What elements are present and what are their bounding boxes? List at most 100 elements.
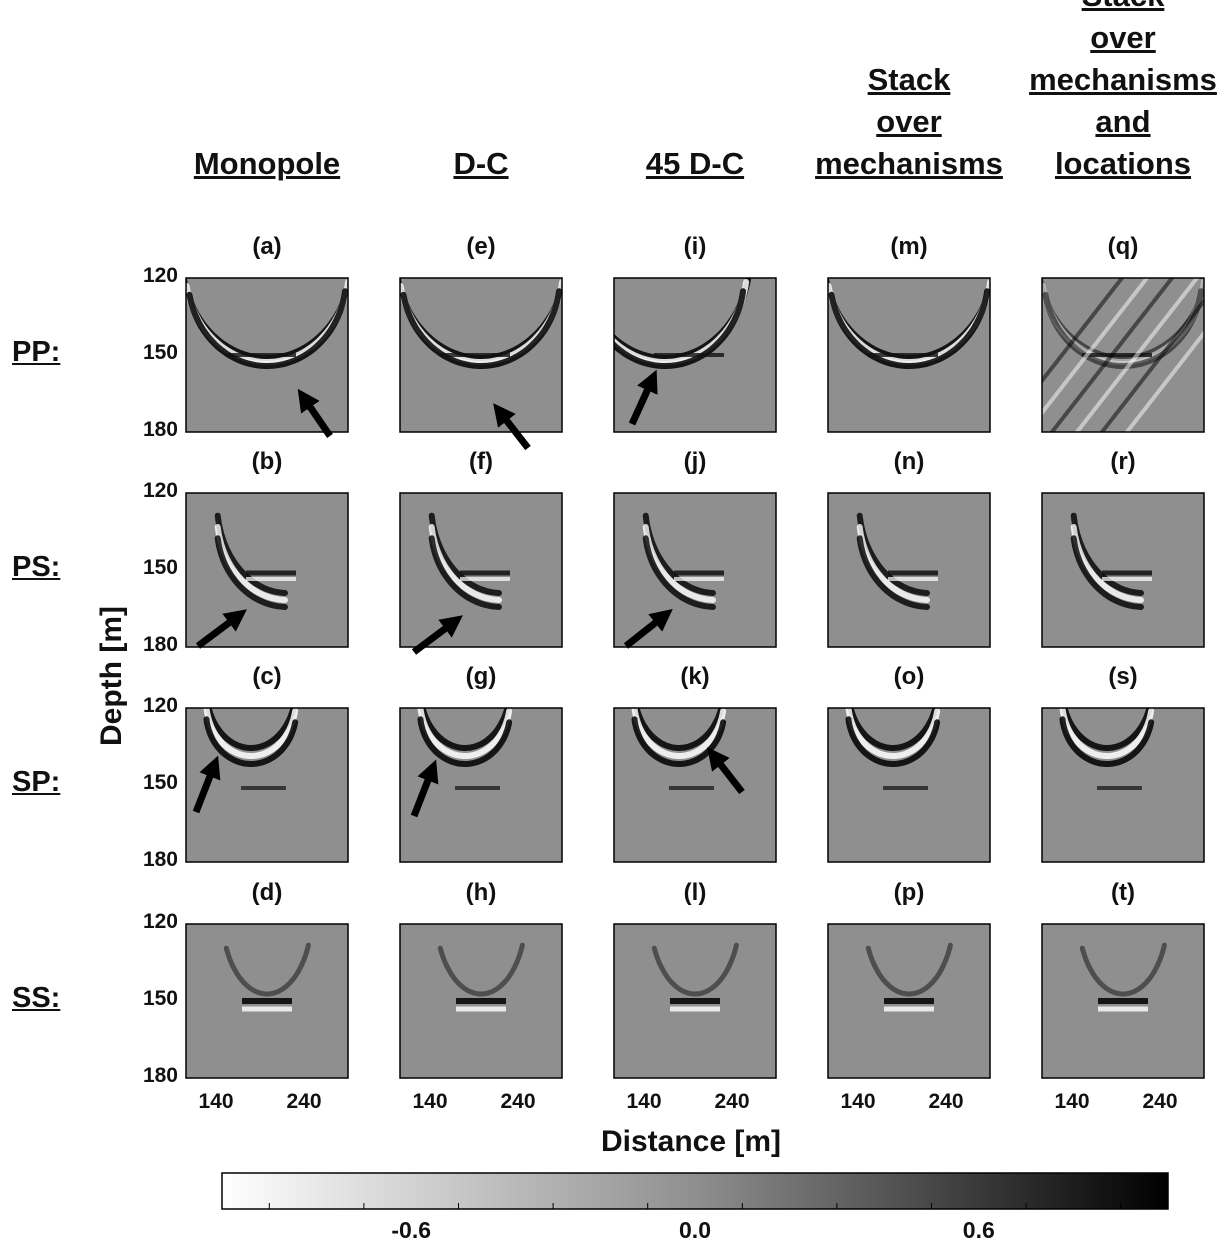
panel-frame bbox=[613, 707, 777, 863]
column-header-45dc: 45 D-C bbox=[646, 143, 744, 185]
x-tick-label: 140 bbox=[840, 1090, 876, 1113]
panel-label: (r) bbox=[1110, 448, 1136, 475]
x-tick-label: 240 bbox=[500, 1090, 536, 1113]
panel-n bbox=[827, 492, 991, 648]
panel-j bbox=[613, 492, 777, 648]
panel-frame bbox=[827, 277, 991, 433]
wavefield bbox=[614, 278, 752, 369]
y-tick-label: 150 bbox=[142, 556, 178, 579]
panel-frame bbox=[613, 492, 777, 648]
y-tick-label: 120 bbox=[142, 479, 178, 502]
arrow-annotation bbox=[410, 759, 439, 818]
panel-q bbox=[1041, 277, 1205, 433]
colorbar-tick-label: 0.6 bbox=[962, 1217, 995, 1243]
panel-label: (l) bbox=[683, 879, 707, 906]
arrow-annotation bbox=[623, 609, 673, 649]
panel-m bbox=[827, 277, 991, 433]
panel-frame bbox=[1041, 492, 1205, 648]
wavefield bbox=[223, 942, 311, 1012]
panel-h bbox=[399, 923, 563, 1079]
column-header-monopole: Monopole bbox=[194, 143, 340, 185]
wavefield bbox=[1079, 942, 1167, 1012]
column-header-line: over bbox=[1090, 20, 1156, 55]
wavefield bbox=[865, 942, 953, 1012]
y-axis-label: Depth [m] bbox=[95, 606, 128, 746]
panel-label: (o) bbox=[893, 663, 925, 690]
panel-frame bbox=[185, 707, 349, 863]
x-axis-label: Distance [m] bbox=[600, 1125, 782, 1158]
wavefield bbox=[651, 942, 739, 1012]
panel-label: (e) bbox=[466, 233, 496, 260]
wavefield bbox=[1059, 708, 1155, 790]
panel-background bbox=[1042, 493, 1204, 647]
panel-frame bbox=[185, 277, 349, 433]
panel-frame bbox=[827, 707, 991, 863]
x-tick-label: 140 bbox=[198, 1090, 234, 1113]
panel-label: (k) bbox=[680, 663, 710, 690]
panel-frame bbox=[399, 707, 563, 863]
colorbar bbox=[221, 1172, 1169, 1210]
y-tick-label: 150 bbox=[142, 341, 178, 364]
panel-frame bbox=[185, 492, 349, 648]
panel-label: (m) bbox=[890, 233, 928, 260]
column-header-line: locations bbox=[1054, 146, 1192, 181]
panel-background bbox=[186, 493, 348, 647]
arrow-annotation bbox=[297, 388, 333, 438]
colorbar-tick-label: -0.6 bbox=[391, 1217, 432, 1243]
arrow-annotation bbox=[195, 609, 247, 649]
panel-frame bbox=[1041, 707, 1205, 863]
x-tick-label: 240 bbox=[1142, 1090, 1178, 1113]
column-header-stack-mech: Stack over mechanisms bbox=[815, 59, 1003, 185]
y-tick-label: 120 bbox=[142, 694, 178, 717]
panel-label: (b) bbox=[251, 448, 283, 475]
panel-k bbox=[613, 707, 777, 863]
panel-label: (i) bbox=[683, 233, 707, 260]
wavefield bbox=[428, 512, 510, 610]
panel-background bbox=[828, 493, 990, 647]
column-header-line: 45 D-C bbox=[645, 146, 745, 181]
panel-s bbox=[1041, 707, 1205, 863]
row-label-ss: SS: bbox=[12, 982, 61, 1014]
y-tick-label: 150 bbox=[142, 987, 178, 1010]
wavefield bbox=[186, 278, 348, 369]
wavefield bbox=[203, 708, 299, 790]
panel-f bbox=[399, 492, 563, 648]
wavefield bbox=[845, 708, 941, 790]
panel-d bbox=[185, 923, 349, 1079]
panel-label: (t) bbox=[1111, 879, 1135, 906]
wavefield bbox=[400, 278, 562, 369]
panel-frame bbox=[399, 923, 563, 1079]
panel-background bbox=[400, 493, 562, 647]
y-tick-label: 120 bbox=[142, 910, 178, 933]
x-tick-label: 140 bbox=[412, 1090, 448, 1113]
column-header-line: mechanisms bbox=[1029, 62, 1217, 97]
panel-g bbox=[399, 707, 563, 863]
wavefield bbox=[437, 942, 525, 1012]
column-header-stack-mech-loc: Stack over mechanisms and locations bbox=[1029, 0, 1217, 185]
arrow-annotation bbox=[707, 747, 745, 795]
column-header-line: Stack bbox=[867, 62, 951, 97]
wavefield bbox=[856, 512, 938, 610]
column-header-line: Monopole bbox=[193, 146, 341, 181]
wavefield bbox=[1070, 512, 1152, 610]
wavefield bbox=[214, 512, 296, 610]
panel-frame bbox=[613, 277, 777, 433]
column-header-line: D-C bbox=[453, 146, 509, 181]
row-label-ps: PS: bbox=[12, 551, 61, 583]
panel-label: (p) bbox=[893, 879, 925, 906]
panel-frame bbox=[827, 492, 991, 648]
colorbar-gradient bbox=[221, 1172, 1169, 1210]
colorbar-tick-label: 0.0 bbox=[679, 1217, 711, 1243]
panel-t bbox=[1041, 923, 1205, 1079]
panel-l bbox=[613, 923, 777, 1079]
arrow-annotation bbox=[628, 369, 658, 426]
panel-frame bbox=[185, 923, 349, 1079]
panel-frame bbox=[613, 923, 777, 1079]
panel-b bbox=[185, 492, 349, 648]
panel-label: (c) bbox=[252, 663, 282, 690]
panel-frame bbox=[399, 277, 563, 433]
wavefield bbox=[631, 708, 727, 790]
panel-background bbox=[614, 493, 776, 647]
column-header-line: mechanisms bbox=[815, 146, 1003, 181]
